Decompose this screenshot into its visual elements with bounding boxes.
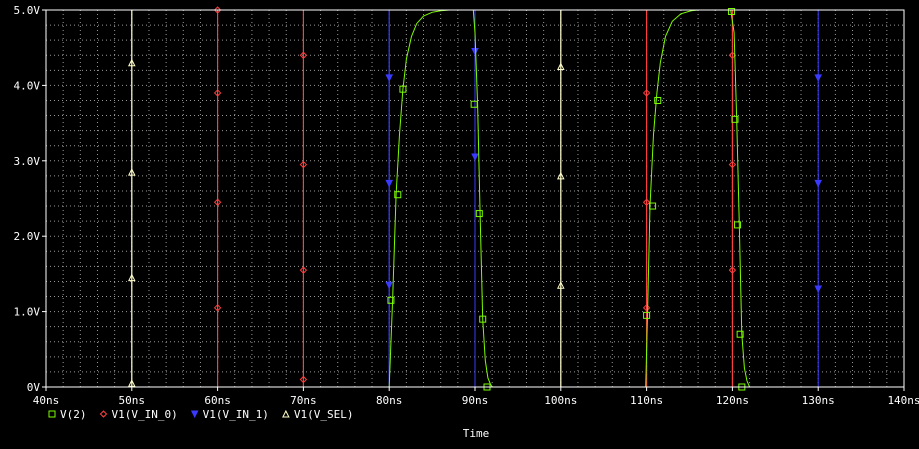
x-tick-label: 50ns [119,394,146,407]
legend-label: V1(V_IN_1) [203,408,269,421]
x-tick-label: 120ns [716,394,749,407]
x-tick-label: 80ns [376,394,403,407]
x-tick-label: 60ns [204,394,231,407]
y-tick-label: 3.0V [14,155,41,168]
x-tick-label: 130ns [802,394,835,407]
legend-entry: V1(V_IN_0) [100,408,177,421]
y-tick-label: 0V [27,381,41,394]
legend-label: V(2) [60,408,87,421]
y-tick-label: 5.0V [14,4,41,17]
y-tick-label: 1.0V [14,306,41,319]
x-tick-label: 140ns [887,394,919,407]
x-tick-label: 70ns [290,394,317,407]
legend-label: V1(V_IN_0) [111,408,177,421]
legend-label: V1(V_SEL) [294,408,354,421]
x-tick-label: 110ns [630,394,663,407]
x-tick-label: 90ns [462,394,489,407]
x-axis-label: Time [463,427,490,440]
y-tick-label: 4.0V [14,79,41,92]
y-tick-label: 2.0V [14,230,41,243]
x-tick-label: 40ns [33,394,60,407]
x-tick-label: 100ns [544,394,577,407]
legend-entry: V1(V_IN_1) [192,408,269,421]
legend-entry: V1(V_SEL) [283,408,354,421]
